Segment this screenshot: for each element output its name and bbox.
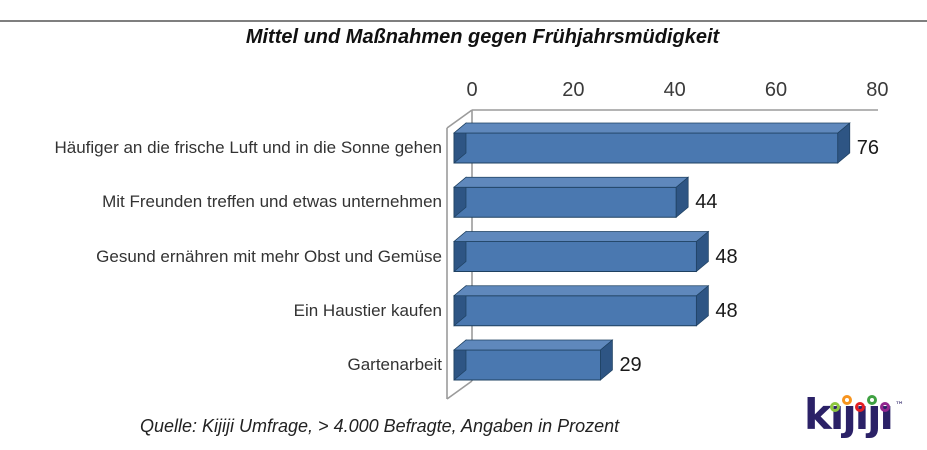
- bar-top-face: [453, 339, 614, 351]
- tick-label: 80: [866, 79, 889, 101]
- bar-right-cap: [675, 176, 689, 218]
- category-label: Ein Haustier kaufen: [293, 300, 442, 320]
- bar-top-face: [453, 176, 690, 188]
- logo-dot-ring: [879, 402, 890, 412]
- bar-front-face: [453, 241, 697, 272]
- wall-bottom-edge: [446, 380, 473, 400]
- bar-right-cap: [696, 285, 709, 327]
- trademark-symbol: ™: [895, 401, 904, 411]
- top-divider-rule: [0, 20, 927, 22]
- bar-top-face: [453, 122, 851, 134]
- logo-dot-ring: [854, 402, 865, 412]
- bar-top-face: [453, 285, 710, 297]
- chart-title: Mittel und Maßnahmen gegen Frühjahrsmüdi…: [245, 26, 720, 48]
- bar-front-face: [453, 349, 601, 381]
- bar-front-face: [453, 132, 839, 164]
- category-label: Häufiger an die frische Luft und in die …: [54, 138, 443, 157]
- bar-right-cap: [837, 122, 851, 164]
- value-label: 76: [856, 137, 880, 159]
- logo-dot-ring: [842, 395, 852, 405]
- value-label: 44: [695, 191, 718, 214]
- tick-label: 40: [663, 79, 686, 101]
- logo-dot-ring: [867, 395, 877, 405]
- bar-top-face: [453, 231, 710, 242]
- logo-dot-ring: [830, 402, 840, 412]
- category-label: Gartenarbeit: [347, 355, 443, 374]
- kijiji-logo: kıȷıȷı ™: [802, 390, 917, 446]
- bar-right-cap: [600, 339, 613, 381]
- category-label: Gesund ernähren mit mehr Obst und Gemüse: [96, 246, 442, 266]
- tick-label: 60: [764, 79, 788, 101]
- value-label: 29: [619, 354, 642, 376]
- bar-right-cap: [696, 230, 709, 273]
- wall-top-edge: [446, 109, 473, 129]
- tick-label: 0: [466, 79, 478, 101]
- source-note: Quelle: Kijiji Umfrage, > 4.000 Befragte…: [140, 416, 620, 436]
- value-label: 48: [715, 245, 738, 268]
- bar-front-face: [453, 295, 697, 327]
- tick-label: 20: [562, 79, 585, 101]
- value-label: 48: [715, 299, 738, 322]
- bar-front-face: [453, 186, 677, 218]
- category-label: Mit Freunden treffen und etwas unternehm…: [102, 192, 442, 212]
